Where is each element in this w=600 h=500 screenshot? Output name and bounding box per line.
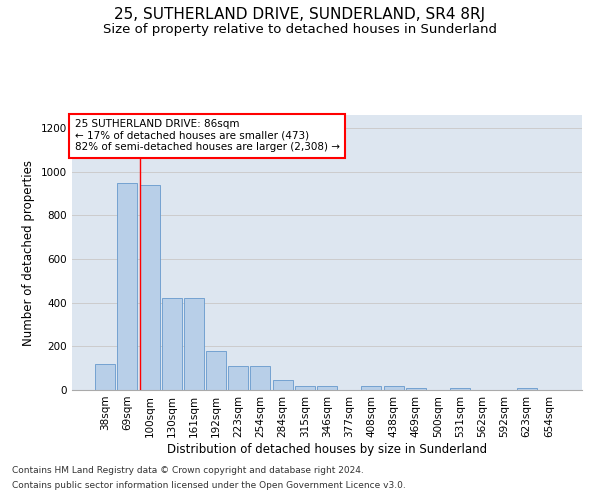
Bar (250, 366, 271, 390)
Text: Contains public sector information licensed under the Open Government Licence v3: Contains public sector information licen… (12, 481, 406, 490)
Bar (162, 298, 182, 390)
Bar (517, 388, 536, 390)
Y-axis label: Number of detached properties: Number of detached properties (22, 160, 35, 346)
Bar (383, 386, 404, 390)
Bar (228, 366, 248, 390)
Text: 25, SUTHERLAND DRIVE, SUNDERLAND, SR4 8RJ: 25, SUTHERLAND DRIVE, SUNDERLAND, SR4 8R… (115, 8, 485, 22)
Bar (406, 388, 426, 390)
Bar (450, 388, 470, 390)
Bar (118, 182, 137, 390)
Bar (272, 380, 293, 390)
Bar (206, 350, 226, 390)
Bar (295, 386, 315, 390)
Bar (361, 386, 382, 390)
Bar (140, 185, 160, 390)
Bar (95, 364, 115, 390)
Text: Distribution of detached houses by size in Sunderland: Distribution of detached houses by size … (167, 442, 487, 456)
Text: 25 SUTHERLAND DRIVE: 86sqm
← 17% of detached houses are smaller (473)
82% of sem: 25 SUTHERLAND DRIVE: 86sqm ← 17% of deta… (74, 119, 340, 152)
Text: Size of property relative to detached houses in Sunderland: Size of property relative to detached ho… (103, 22, 497, 36)
Bar (317, 386, 337, 390)
Bar (184, 298, 204, 390)
Text: Contains HM Land Registry data © Crown copyright and database right 2024.: Contains HM Land Registry data © Crown c… (12, 466, 364, 475)
